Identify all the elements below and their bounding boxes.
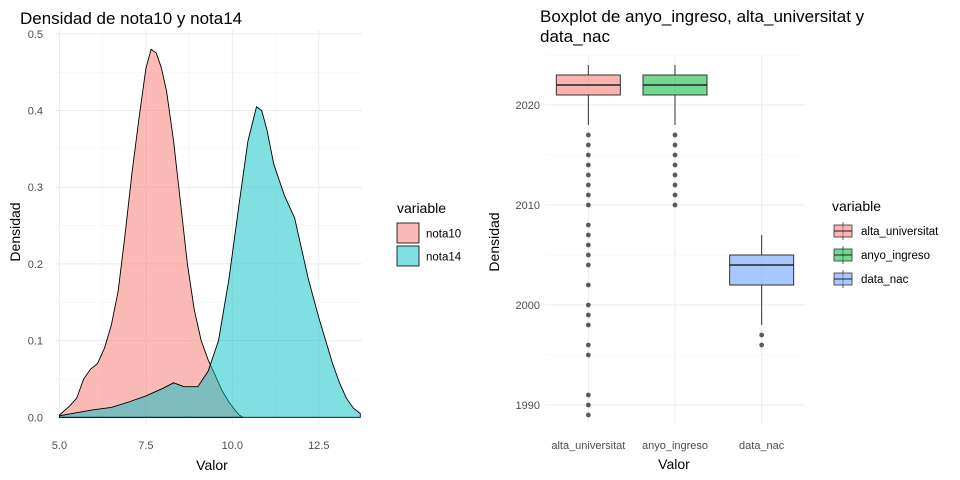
boxplot-y-tick-label: 1990 bbox=[516, 400, 540, 412]
density-y-tick-label: 0.3 bbox=[28, 182, 43, 194]
density-chart: Densidad de nota10 y nota14 0.0 0.1 0.2 0.3… bbox=[7, 9, 462, 473]
boxplot-legend-label-alta_universitat: alta_universitat bbox=[861, 226, 939, 238]
boxplot-outlier-alta_universitat bbox=[585, 142, 591, 148]
boxplot-outlier-alta_universitat bbox=[585, 352, 591, 358]
boxplot-title-line-1: Boxplot de anyo_ingreso, alta_universita… bbox=[540, 7, 865, 26]
density-y-tick-label: 0.0 bbox=[28, 412, 43, 424]
density-legend-items: nota10 nota14 bbox=[396, 222, 462, 267]
boxplot-outlier-alta_universitat bbox=[585, 162, 591, 168]
density-legend: variable nota10 nota14 bbox=[396, 200, 462, 267]
boxplot-outlier-alta_universitat bbox=[585, 192, 591, 198]
density-legend-key-nota10 bbox=[396, 222, 420, 244]
boxplot-outlier-alta_universitat bbox=[585, 262, 591, 268]
density-legend-key-nota14 bbox=[396, 245, 420, 267]
boxplot-outlier-alta_universitat bbox=[585, 312, 591, 318]
boxplot-outlier-anyo_ingreso bbox=[672, 202, 678, 208]
boxplot-outlier-alta_universitat bbox=[585, 302, 591, 308]
density-y-ticks: 0.0 0.1 0.2 0.3 0.4 0.5 bbox=[28, 29, 43, 424]
density-legend-title: variable bbox=[397, 200, 446, 216]
boxplot-outlier-alta_universitat bbox=[585, 232, 591, 238]
density-x-tick-label: 7.5 bbox=[138, 440, 153, 452]
density-y-tick-label: 0.2 bbox=[28, 259, 43, 271]
boxplot-outlier-alta_universitat bbox=[585, 152, 591, 158]
boxplot-outlier-anyo_ingreso bbox=[672, 152, 678, 158]
boxplot-y-tick-label: 2000 bbox=[516, 300, 540, 312]
boxplot-outlier-anyo_ingreso bbox=[672, 162, 678, 168]
boxplot-outlier-anyo_ingreso bbox=[672, 132, 678, 138]
boxplot-outlier-alta_universitat bbox=[585, 282, 591, 288]
boxplot-x-axis-title: Valor bbox=[658, 456, 690, 472]
density-legend-label-nota10: nota10 bbox=[426, 229, 461, 241]
boxplot-group-data_nac bbox=[729, 235, 795, 348]
boxplot-outlier-alta_universitat bbox=[585, 252, 591, 258]
boxplot-title-line-2: data_nac bbox=[540, 27, 610, 46]
density-x-ticks: 5.0 7.5 10.0 12.5 bbox=[52, 440, 330, 452]
boxplot-outlier-data_nac bbox=[759, 332, 765, 338]
density-area-nota14 bbox=[58, 105, 361, 418]
boxplot-outlier-anyo_ingreso bbox=[672, 172, 678, 178]
boxplot-outlier-alta_universitat bbox=[585, 392, 591, 398]
density-y-axis-title: Densidad bbox=[7, 202, 23, 261]
boxplot-outlier-alta_universitat bbox=[585, 172, 591, 178]
boxplot-x-tick-label: alta_universitat bbox=[551, 440, 625, 452]
boxplot-outlier-alta_universitat bbox=[585, 342, 591, 348]
boxplot-box-data_nac bbox=[729, 254, 795, 286]
boxplot-legend: variable alta_universitat anyo_ingresodat… bbox=[832, 198, 939, 288]
boxplot-outlier-alta_universitat bbox=[585, 182, 591, 188]
boxplot-outlier-alta_universitat bbox=[585, 322, 591, 328]
boxplot-chart: Boxplot de anyo_ingreso, alta_universita… bbox=[486, 7, 939, 472]
boxplot-y-ticks: 1990 2000 2010 2020 bbox=[516, 100, 540, 412]
boxplot-group-anyo_ingreso bbox=[642, 65, 708, 208]
density-x-axis-title: Valor bbox=[196, 457, 228, 473]
boxplot-outlier-anyo_ingreso bbox=[672, 192, 678, 198]
boxplot-outlier-anyo_ingreso bbox=[672, 142, 678, 148]
boxplot-outlier-anyo_ingreso bbox=[672, 182, 678, 188]
density-y-tick-label: 0.5 bbox=[28, 29, 43, 41]
density-legend-label-nota14: nota14 bbox=[426, 252, 462, 264]
boxplot-legend-label-data_nac: data_nac bbox=[861, 274, 909, 286]
boxplot-outlier-alta_universitat bbox=[585, 412, 591, 418]
boxplot-group-alta_universitat bbox=[555, 65, 621, 418]
boxplot-outlier-data_nac bbox=[759, 342, 765, 348]
density-x-tick-label: 10.0 bbox=[222, 440, 243, 452]
boxplot-outlier-alta_universitat bbox=[585, 222, 591, 228]
boxplot-outlier-alta_universitat bbox=[585, 202, 591, 208]
density-x-tick-label: 12.5 bbox=[308, 440, 329, 452]
boxplot-outlier-alta_universitat bbox=[585, 132, 591, 138]
boxplot-x-ticks: alta_universitat anyo_ingreso data_nac bbox=[551, 440, 784, 452]
boxplot-outlier-alta_universitat bbox=[585, 402, 591, 408]
boxplot-x-tick-label: data_nac bbox=[739, 440, 785, 452]
density-chart-title: Densidad de nota10 y nota14 bbox=[20, 9, 242, 28]
density-y-tick-label: 0.4 bbox=[28, 106, 43, 118]
boxplot-legend-items: alta_universitat anyo_ingreso data_nac bbox=[833, 222, 939, 288]
boxplot-x-tick-label: anyo_ingreso bbox=[642, 440, 708, 452]
boxplot-y-tick-label: 2020 bbox=[516, 100, 540, 112]
density-y-tick-label: 0.1 bbox=[28, 336, 43, 348]
boxplot-legend-label-anyo_ingreso: anyo_ingreso bbox=[861, 250, 930, 262]
boxplot-y-axis-title: Densidad bbox=[486, 212, 502, 271]
boxplot-outlier-alta_universitat bbox=[585, 242, 591, 248]
density-x-tick-label: 5.0 bbox=[52, 440, 67, 452]
boxplot-y-tick-label: 2010 bbox=[516, 200, 540, 212]
boxplot-legend-title: variable bbox=[832, 198, 881, 214]
density-areas bbox=[58, 48, 361, 418]
boxplot-boxes bbox=[555, 65, 795, 418]
